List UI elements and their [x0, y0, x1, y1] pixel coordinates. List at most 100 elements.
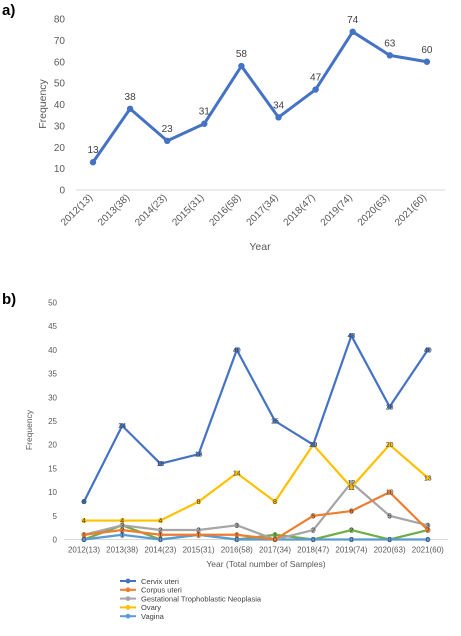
chart-b-data-label: 4: [158, 518, 162, 525]
chart-a-series-line: [91, 30, 428, 164]
chart-b-x-tick-label: 2014(23): [144, 546, 176, 555]
chart-b-data-label: 24: [118, 423, 126, 430]
chart-b-data-point: [310, 536, 316, 543]
chart-b-series-line: [84, 443, 429, 522]
chart-b-data-point: [272, 498, 278, 505]
chart-b-data-point: [234, 536, 240, 543]
chart-b-data-label: 2: [311, 528, 315, 535]
legend-swatch-marker: [125, 578, 131, 584]
chart-b-data-point: [425, 522, 431, 528]
chart-b-data-point: [310, 513, 316, 519]
chart-b-y-tick-label: 45: [48, 322, 57, 331]
chart-b-data-label: 11: [348, 485, 355, 492]
chart-b-data-point: [157, 536, 163, 543]
chart-b-data-point: [310, 527, 316, 533]
chart-b-data-point: [348, 333, 354, 339]
chart-b-data-point: [425, 527, 431, 533]
chart-b-data-point: [157, 532, 163, 538]
chart-b-data-point: [387, 404, 393, 410]
chart-b-data-point: [81, 532, 87, 538]
chart-b-data-label: 1: [197, 532, 201, 539]
chart-a-y-tick-label: 70: [54, 36, 66, 47]
chart-b-data-label: 3: [426, 523, 430, 530]
legend-label: Vagina: [141, 612, 165, 621]
legend-label: Corpus uteri: [141, 586, 182, 595]
chart-b-data-point: [196, 451, 202, 457]
chart-b-x-tick-label: 2021(60): [412, 546, 444, 555]
chart-b-data-point: [196, 498, 202, 505]
chart-b-data-label: 5: [311, 513, 315, 520]
chart-b-data-label: 0: [273, 537, 277, 544]
chart-b-data-label: 40: [424, 347, 432, 354]
chart-b-data-point: [119, 527, 125, 533]
chart-b-data-point: [119, 532, 125, 538]
chart-b-data-label: 1: [273, 532, 277, 539]
chart-b-y-tick-label: 5: [53, 512, 58, 521]
chart-b-data-point: [81, 536, 87, 543]
chart-b-x-tick-label: 2018(47): [297, 546, 329, 555]
chart-a-data-point: [312, 86, 319, 93]
chart-b-data-label: 12: [348, 480, 356, 487]
chart-b-data-label: 6: [349, 509, 353, 516]
chart-b-data-label: 2: [197, 528, 201, 535]
chart-b-data-label: 8: [273, 499, 277, 506]
chart-b-data-point: [196, 532, 202, 538]
chart-b-data-point: [425, 475, 431, 481]
chart-b-data-label: 0: [82, 537, 86, 544]
chart-b-data-label: 3: [235, 523, 239, 530]
chart-a-data-point: [386, 52, 393, 59]
chart-b-y-tick-label: 40: [48, 346, 57, 355]
chart-b-data-label: 13: [424, 475, 432, 482]
chart-b-data-point: [387, 489, 393, 495]
chart-a-data-point: [201, 120, 208, 127]
chart-b-y-tick-label: 50: [48, 299, 57, 308]
chart-b-data-label: 28: [386, 404, 394, 411]
chart-a-y-tick-label: 10: [54, 164, 66, 175]
legend-swatch-marker: [125, 605, 131, 610]
chart-a-y-tick-label: 40: [54, 100, 66, 111]
chart-b-data-point: [310, 442, 316, 448]
chart-a-data-label: 23: [162, 124, 174, 135]
chart-b-data-point: [157, 527, 163, 533]
chart-b-data-point: [348, 508, 354, 514]
chart-b-x-tick-label: 2020(63): [374, 546, 406, 555]
chart-b-data-point: [196, 527, 202, 533]
chart-b-data-point: [119, 423, 125, 429]
chart-b-data-point: [157, 517, 163, 524]
chart-a-x-axis-title: Year: [249, 241, 271, 253]
chart-b-y-tick-label: 30: [48, 393, 57, 402]
chart-b-y-tick-label: 15: [48, 464, 57, 473]
chart-a-data-point: [89, 159, 97, 166]
chart-b-data-point: [157, 461, 163, 467]
chart-b-data-label: 3: [120, 523, 124, 530]
chart-a-x-tick-label: 2017(34): [245, 192, 281, 228]
chart-b-data-point: [119, 517, 125, 524]
chart-a-data-label: 31: [199, 107, 211, 118]
chart-a-x-tick-label: 2018(47): [282, 192, 318, 228]
chart-a-data-label: 47: [310, 73, 322, 84]
chart-b-data-label: 0: [158, 537, 162, 544]
chart-b-data-label: 0: [388, 537, 392, 544]
chart-b-data-point: [348, 536, 354, 543]
chart-b-data-label: 4: [120, 518, 124, 525]
chart-a-data-point: [164, 137, 171, 145]
chart-b-y-tick-label: 25: [48, 417, 57, 426]
chart-b-data-label: 20: [386, 442, 394, 449]
chart-a-y-tick-label: 50: [54, 79, 66, 90]
chart-a-y-axis-title: Frequency: [37, 78, 49, 128]
chart-a-data-label: 74: [347, 15, 359, 26]
chart-b-y-axis-title: Frequency: [24, 409, 34, 450]
chart-b-data-label: 8: [197, 499, 201, 506]
chart-b-data-point: [272, 536, 278, 543]
chart-b-data-point: [425, 536, 431, 543]
chart-b-y-tick-label: 20: [48, 441, 57, 450]
chart-a-data-label: 63: [384, 38, 396, 49]
chart-b-data-label: 2: [426, 528, 430, 535]
chart-a-data-label: 58: [236, 49, 248, 60]
chart-b-x-axis-title: Year (Total number of Samples): [206, 559, 325, 569]
chart-a: 0 10 20 30 40 50 60 70 80 2012(13) 2013(38) 2014(23…: [54, 15, 445, 228]
panel-label-a: a): [2, 2, 15, 19]
chart-b-data-label: 14: [233, 471, 241, 478]
chart-b-data-label: 16: [157, 461, 165, 468]
chart-b-data-label: 10: [386, 490, 394, 497]
